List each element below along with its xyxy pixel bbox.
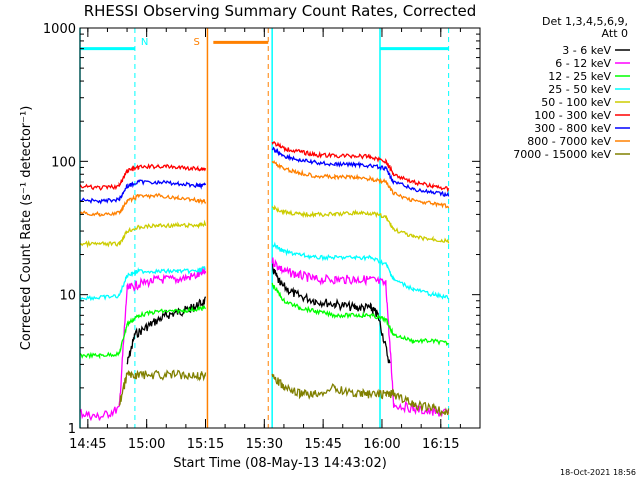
series-line-segment-b [271, 373, 450, 417]
series-line-segment-b [271, 263, 391, 364]
series-line-segment-a [79, 266, 206, 302]
series-line-segment-a [118, 369, 207, 406]
y-tick-label: 10 [59, 289, 76, 304]
legend-label: 300 - 800 keV [534, 122, 611, 135]
series-4 [79, 241, 450, 302]
series-9 [118, 369, 450, 417]
series-line-segment-b [271, 159, 450, 209]
legend-header-line: Att 0 [602, 27, 628, 40]
x-tick-label: 15:15 [187, 437, 224, 452]
series-line-segment-a [79, 305, 207, 360]
legend-entry: 7000 - 15000 keV [513, 148, 630, 161]
y-tick-label: 1000 [43, 22, 76, 37]
series-line-segment-b [271, 146, 450, 197]
series-3 [79, 282, 449, 360]
series-line-segment-b [271, 241, 450, 300]
legend-entry: 100 - 300 keV [534, 109, 630, 122]
legend-label: 3 - 6 keV [562, 44, 611, 57]
legend-label: 800 - 7000 keV [527, 135, 611, 148]
marker-label: S [193, 37, 199, 48]
x-axis-label: Start Time (08-May-13 14:43:02) [173, 456, 387, 471]
legend-label: 100 - 300 keV [534, 109, 611, 122]
legend-label: 25 - 50 keV [548, 83, 611, 96]
series-7 [79, 146, 450, 205]
legend-entry: 300 - 800 keV [534, 122, 630, 135]
series-6 [79, 141, 450, 193]
plot-area [80, 28, 480, 428]
legend-label: 7000 - 15000 keV [513, 148, 611, 161]
marker-label: N [141, 37, 148, 48]
x-tick-label: 14:45 [69, 437, 106, 452]
series-line-segment-b [271, 141, 450, 193]
plot-frame [79, 27, 481, 429]
legend-entry: 6 - 12 keV [555, 57, 630, 70]
series-line-segment-b [271, 204, 450, 244]
axes: 1 10 100 1000 14:45 15:00 15:15 15:30 15:45 16:00… [43, 22, 481, 452]
attenuator-marker-3 [379, 28, 450, 428]
legend-entry: 3 - 6 keV [562, 44, 630, 57]
series-1 [126, 263, 391, 365]
legend-entry: 12 - 25 keV [548, 70, 630, 83]
y-axis-label: Corrected Count Rate (s⁻¹ detector⁻¹) [19, 106, 34, 351]
series-line-segment-a [126, 296, 207, 365]
series-line-segment-a [79, 219, 207, 249]
series-line-segment-a [79, 192, 207, 217]
x-tick-label: 16:00 [363, 437, 400, 452]
series-line-segment-b [271, 282, 449, 347]
series-line-segment-a [79, 179, 207, 205]
legend-entry: 25 - 50 keV [548, 83, 630, 96]
legend-header-line: Det 1,3,4,5,6,9, [542, 15, 628, 28]
chart-title: RHESSI Observing Summary Count Rates, Co… [84, 2, 477, 20]
x-tick-label: 15:30 [246, 437, 283, 452]
plot-background [80, 28, 480, 428]
series-8 [79, 159, 450, 217]
x-tick-label: 15:00 [128, 437, 165, 452]
series-line-segment-a [79, 163, 207, 191]
series-lines [79, 141, 450, 422]
legend-label: 50 - 100 keV [541, 96, 611, 109]
series-5 [79, 204, 450, 249]
attenuator-marker-2: S [193, 28, 269, 428]
timestamp: 18-Oct-2021 18:56 [560, 468, 636, 477]
legend-entry: 50 - 100 keV [541, 96, 630, 109]
x-tick-label: 16:15 [422, 437, 459, 452]
series-line-segment-a [79, 267, 207, 422]
x-tick-label: 15:45 [304, 437, 341, 452]
legend-label: 12 - 25 keV [548, 70, 611, 83]
legend-entry: 800 - 7000 keV [527, 135, 630, 148]
series-line-segment-b [271, 257, 450, 418]
series-2 [79, 257, 450, 422]
legend-label: 6 - 12 keV [555, 57, 611, 70]
y-tick-label: 1 [68, 422, 76, 437]
y-tick-label: 100 [51, 155, 76, 170]
